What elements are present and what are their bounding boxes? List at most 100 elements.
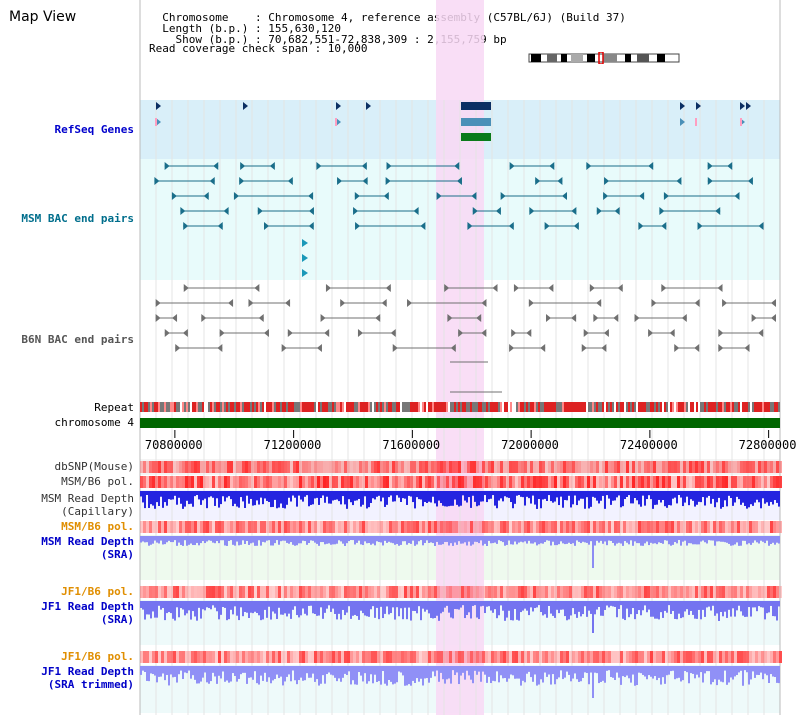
repeat-segment [256,402,258,412]
jf1-trim-depth-bar [532,666,534,682]
repeat-segment [722,402,724,412]
jf1-sra-depth-bar [700,601,702,620]
jf1-b6-pol-trim-heat [488,651,491,663]
jf1-sra-depth-bar [746,601,748,617]
chromosome-ideogram[interactable] [527,52,687,64]
jf1-sra-depth-bar [282,601,284,615]
capillary-depth-bar [146,491,148,496]
jf1-b6-pol-track-label[interactable]: JF1/B6 pol. [61,585,134,598]
dbsnp-track-label[interactable]: dbSNP(Mouse) [54,460,134,473]
capillary-depth-bar [392,491,394,502]
jf1-sra-depth-bar [528,601,530,616]
msm-sra-depth-bar [280,536,282,542]
jf1-b6-pol-trim-heat [197,651,200,663]
msm-sra-depth-bar [682,536,684,542]
msm-sra-depth-bar [414,536,416,546]
capillary-depth-bar [290,491,292,502]
jf1-sra-depth-bar [476,601,478,618]
capillary-depth-bar [748,491,750,508]
repeat-track-label[interactable]: Repeat [94,401,134,414]
repeat-segment [516,402,518,412]
b6n-bac-pair-end [526,329,532,337]
jf1-b6-pol-trim-heat [647,651,650,663]
jf1-trim-depth-bar [660,666,662,685]
jf1-b6-pol-trim-heat [404,651,407,663]
jf1-read-depth-trimmed-label[interactable]: JF1 Read Depth [41,665,134,678]
msm-bac-pair-end [734,192,740,200]
capillary-depth-bar [652,491,654,509]
jf1-trim-depth-bar [428,666,430,683]
capillary-depth-bar [418,491,420,500]
jf1-b6-pol-heat [707,586,710,598]
jf1-b6-pol-trim-heat [569,651,572,663]
dbsnp-heat [689,461,692,473]
msm-read-depth-capillary-label[interactable]: MSM Read Depth [41,492,134,505]
jf1-sra-depth-bar [422,601,424,609]
b6n-bac-pair-end [357,329,363,337]
jf1-b6-pol-trim-heat [206,651,209,663]
jf1-b6-pol-trim-heat [302,651,305,663]
jf1-b6-pol-heat [617,586,620,598]
repeat-segment [396,402,398,412]
msm-b6-pol-sra-heat [404,521,407,533]
msm-read-depth-sra-label[interactable]: MSM Read Depth [41,535,134,548]
jf1-trim-depth-bar [556,666,558,680]
capillary-depth-bar [556,491,558,498]
jf1-trim-depth-bar [526,666,528,674]
jf1-b6-pol-heat [365,586,368,598]
dbsnp-heat [353,461,356,473]
jf1-sra-depth-bar [230,601,232,610]
jf1-trim-depth-bar [722,666,724,683]
capillary-depth-bar [274,491,276,500]
msm-sra-depth-bar [740,536,742,546]
jf1-read-depth-sra-label[interactable]: JF1 Read Depth [41,600,134,613]
msm-b6-pol-heat [497,476,500,488]
refseq-track-label[interactable]: RefSeq Genes [54,123,134,136]
msm-b6-pol-heat [296,476,299,488]
msm-sra-depth-bar [390,536,392,543]
msm-bac-pair-end [171,192,177,200]
dbsnp-heat [365,461,368,473]
msm-b6-pol-sra-heat [671,521,674,533]
repeat-segment [248,402,250,412]
jf1-trim-depth-bar [680,666,682,682]
jf1-b6-pol-trim-heat [758,651,761,663]
msm-b6-pol-sra-heat [494,521,497,533]
msm-sra-depth-bar [554,536,556,546]
msm-sra-depth-bar [758,536,760,544]
b6n-bac-track-label[interactable]: B6N BAC end pairs [21,333,134,346]
ideogram-band [547,54,557,62]
jf1-b6-pol-trim-heat [392,651,395,663]
msm-b6-pol-heat [665,476,668,488]
repeat-segment [210,402,212,412]
msm-bac-pair-end [614,207,620,215]
jf1-b6-pol-trim-heat [683,651,686,663]
msm-sra-depth-bar [530,536,532,544]
jf1-sra-depth-bar [558,601,560,614]
capillary-depth-bar [656,491,658,505]
capillary-depth-bar [382,491,384,498]
dbsnp-heat [329,461,332,473]
chromosome-track-label[interactable]: chromosome 4 [54,416,134,429]
msm-b6-pol-sra-heat [269,521,272,533]
msm-bac-track-label[interactable]: MSM BAC end pairs [21,212,134,225]
repeat-segment [710,402,712,412]
msm-sra-depth-bar [314,536,316,543]
msm-b6-pol-track-label[interactable]: MSM/B6 pol. [61,475,134,488]
ideogram-band [571,54,583,62]
jf1-b6-pol-trimmed-track-label[interactable]: JF1/B6 pol. [61,650,134,663]
jf1-b6-pol-trim-heat [773,651,776,663]
msm-sra-depth-bar [692,536,694,545]
msm-b6-pol-sra-heat [209,521,212,533]
jf1-b6-pol-heat [206,586,209,598]
jf1-b6-pol-trim-heat [728,651,731,663]
repeat-segment [278,402,280,412]
capillary-depth-bar [180,491,182,504]
msm-b6-pol-sra-track-label[interactable]: MSM/B6 pol. [61,520,134,533]
msm-bac-pair-end [269,162,275,170]
jf1-read-depth-trimmed-sublabel: (SRA trimmed) [47,678,134,691]
msm-b6-pol-heat [683,476,686,488]
repeat-segment [188,402,190,412]
msm-sra-depth-bar [176,536,178,546]
